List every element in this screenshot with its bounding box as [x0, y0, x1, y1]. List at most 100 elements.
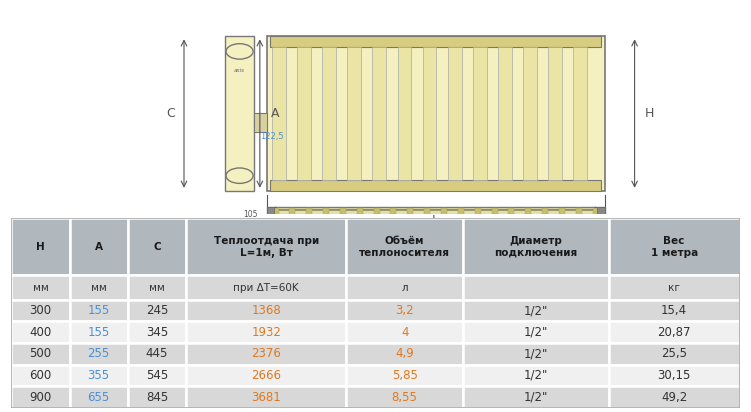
Text: 3681: 3681	[252, 391, 281, 404]
Bar	[559, 208, 565, 222]
Bar	[597, 206, 605, 223]
Text: 500: 500	[29, 347, 52, 360]
Bar	[254, 113, 267, 132]
Bar	[498, 47, 512, 180]
Text: 15,4: 15,4	[661, 304, 687, 317]
Bar	[576, 208, 582, 222]
Bar	[70, 321, 128, 343]
Text: 20,87: 20,87	[657, 326, 691, 339]
Text: axis: axis	[234, 68, 245, 73]
Text: 1/2": 1/2"	[523, 391, 548, 404]
Text: мм: мм	[149, 283, 164, 293]
Bar	[608, 218, 740, 275]
Bar	[346, 386, 463, 408]
Text: 445: 445	[146, 347, 168, 360]
Text: C: C	[166, 107, 175, 120]
Bar	[70, 343, 128, 365]
Bar	[11, 300, 70, 321]
Bar	[346, 275, 463, 300]
Bar	[508, 208, 514, 222]
Bar	[458, 208, 464, 222]
Bar	[128, 218, 186, 275]
Bar	[128, 343, 186, 365]
Bar	[70, 365, 128, 386]
Bar	[289, 208, 295, 222]
Bar	[463, 343, 608, 365]
Text: Вес
1 метра: Вес 1 метра	[650, 236, 698, 258]
Bar	[270, 180, 601, 191]
Bar	[347, 47, 361, 180]
Bar	[306, 208, 312, 222]
Bar	[608, 300, 740, 321]
Bar	[11, 365, 70, 386]
Bar	[11, 321, 70, 343]
Text: 2666: 2666	[252, 369, 281, 382]
Bar	[270, 36, 601, 47]
Bar	[424, 208, 430, 222]
Bar	[423, 47, 436, 180]
Bar	[272, 47, 285, 180]
Bar	[473, 47, 487, 180]
Text: 8,55: 8,55	[392, 391, 418, 404]
Text: Объём
теплоносителя: Объём теплоносителя	[359, 236, 450, 258]
Bar	[374, 208, 380, 222]
Text: A: A	[270, 107, 279, 120]
Text: H: H	[645, 107, 654, 120]
Bar	[186, 218, 346, 275]
Bar	[548, 47, 562, 180]
Text: 122,5: 122,5	[260, 132, 283, 141]
Bar	[523, 47, 537, 180]
Text: 25,5: 25,5	[661, 347, 687, 360]
Text: C: C	[153, 242, 161, 252]
Bar	[542, 208, 548, 222]
Bar	[346, 321, 463, 343]
Bar	[463, 386, 608, 408]
Bar	[346, 343, 463, 365]
Bar	[128, 275, 186, 300]
Bar	[397, 47, 412, 180]
Circle shape	[226, 168, 253, 183]
Bar	[491, 208, 497, 222]
Text: 655: 655	[88, 391, 110, 404]
Bar	[372, 47, 386, 180]
Bar	[340, 208, 346, 222]
Bar	[273, 208, 279, 222]
Text: при ΔT=60K: при ΔT=60K	[234, 283, 299, 293]
Text: 30,15: 30,15	[657, 369, 691, 382]
Bar	[608, 343, 740, 365]
Text: 245: 245	[146, 304, 168, 317]
Bar	[267, 36, 605, 191]
Bar	[186, 300, 346, 321]
Bar	[11, 343, 70, 365]
Circle shape	[226, 44, 253, 59]
Bar	[186, 343, 346, 365]
Text: 1/2": 1/2"	[523, 347, 548, 360]
Text: 400: 400	[29, 326, 52, 339]
Bar	[186, 365, 346, 386]
Bar	[608, 321, 740, 343]
Bar	[128, 300, 186, 321]
Text: 255: 255	[88, 347, 110, 360]
Text: 1932: 1932	[252, 326, 281, 339]
Bar	[11, 275, 70, 300]
Text: 4: 4	[401, 326, 409, 339]
Text: 355: 355	[88, 369, 110, 382]
Bar	[128, 321, 186, 343]
Text: 105: 105	[243, 210, 258, 219]
Text: 300: 300	[29, 304, 52, 317]
Bar	[463, 218, 608, 275]
Text: 49,2: 49,2	[661, 391, 687, 404]
Bar	[463, 300, 608, 321]
Bar	[463, 365, 608, 386]
Bar	[70, 218, 128, 275]
Text: л: л	[401, 283, 408, 293]
Text: Диаметр
подключения: Диаметр подключения	[494, 236, 578, 258]
Bar	[608, 386, 740, 408]
Text: 155: 155	[88, 326, 110, 339]
Text: H: H	[36, 242, 45, 252]
Text: 600: 600	[29, 369, 52, 382]
Bar	[441, 208, 447, 222]
Bar	[608, 275, 740, 300]
Bar	[70, 275, 128, 300]
Text: мм: мм	[32, 283, 48, 293]
